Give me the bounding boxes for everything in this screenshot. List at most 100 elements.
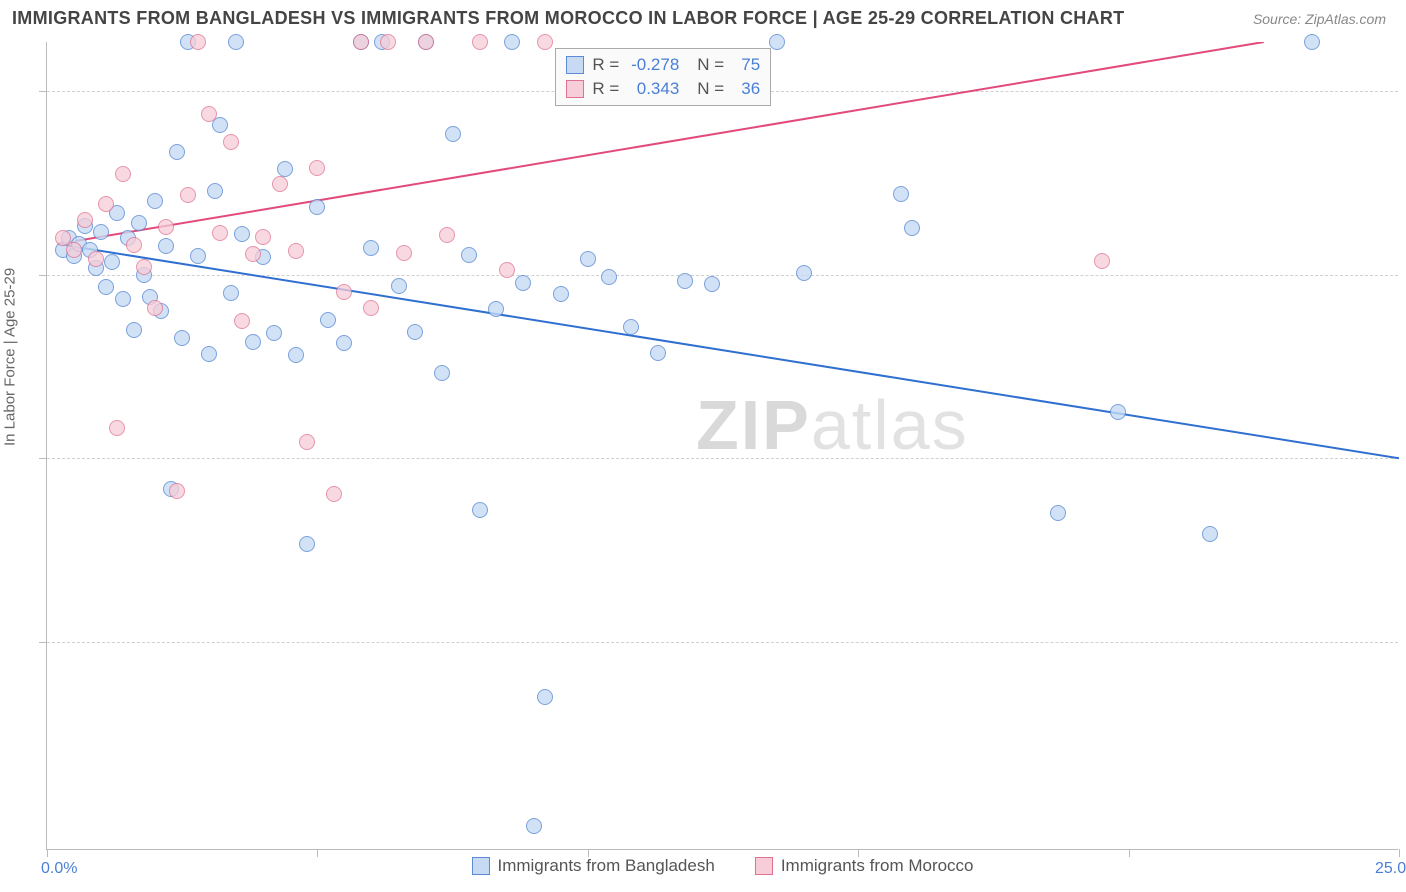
trend-line: [58, 244, 1399, 458]
data-point: [353, 34, 369, 50]
y-tick: [39, 275, 47, 276]
data-point: [288, 347, 304, 363]
data-point: [104, 254, 120, 270]
x-tick: [1129, 849, 1130, 857]
data-point: [234, 313, 250, 329]
data-point: [115, 166, 131, 182]
data-point: [893, 186, 909, 202]
data-point: [623, 319, 639, 335]
plot-area: 55.0%70.0%85.0%100.0%0.0%25.0%ZIPatlasR …: [46, 42, 1398, 850]
data-point: [580, 251, 596, 267]
data-point: [601, 269, 617, 285]
data-point: [1050, 505, 1066, 521]
legend-label: Immigrants from Morocco: [781, 856, 974, 876]
data-point: [201, 106, 217, 122]
legend-swatch: [566, 80, 584, 98]
data-point: [266, 325, 282, 341]
data-point: [650, 345, 666, 361]
data-point: [201, 346, 217, 362]
data-point: [228, 34, 244, 50]
y-tick: [39, 91, 47, 92]
legend-label: Immigrants from Bangladesh: [497, 856, 714, 876]
stats-row: R =-0.278N =75: [566, 53, 760, 77]
stats-legend: R =-0.278N =75R =0.343N =36: [555, 48, 771, 106]
data-point: [126, 322, 142, 338]
data-point: [212, 225, 228, 241]
data-point: [309, 160, 325, 176]
y-tick: [39, 642, 47, 643]
data-point: [418, 34, 434, 50]
source-label: Source: ZipAtlas.com: [1253, 11, 1386, 27]
legend-item: Immigrants from Bangladesh: [471, 856, 714, 876]
data-point: [769, 34, 785, 50]
data-point: [169, 144, 185, 160]
data-point: [234, 226, 250, 242]
data-point: [88, 251, 104, 267]
stats-n-value: 36: [732, 79, 760, 99]
data-point: [277, 161, 293, 177]
data-point: [537, 34, 553, 50]
data-point: [147, 193, 163, 209]
data-point: [677, 273, 693, 289]
data-point: [1304, 34, 1320, 50]
stats-row: R =0.343N =36: [566, 77, 760, 101]
data-point: [488, 301, 504, 317]
data-point: [391, 278, 407, 294]
data-point: [190, 248, 206, 264]
data-point: [109, 420, 125, 436]
stats-r-value: 0.343: [627, 79, 679, 99]
data-point: [439, 227, 455, 243]
legend-swatch: [755, 857, 773, 875]
data-point: [336, 335, 352, 351]
data-point: [796, 265, 812, 281]
data-point: [98, 196, 114, 212]
data-point: [131, 215, 147, 231]
y-axis-label: In Labor Force | Age 25-29: [2, 268, 19, 446]
stats-n-label: N =: [697, 79, 724, 99]
stats-n-label: N =: [697, 55, 724, 75]
data-point: [255, 229, 271, 245]
data-point: [336, 284, 352, 300]
data-point: [158, 238, 174, 254]
data-point: [158, 219, 174, 235]
data-point: [147, 300, 163, 316]
data-point: [169, 483, 185, 499]
data-point: [207, 183, 223, 199]
data-point: [309, 199, 325, 215]
data-point: [245, 334, 261, 350]
data-point: [499, 262, 515, 278]
data-point: [461, 247, 477, 263]
legend-swatch: [566, 56, 584, 74]
data-point: [526, 818, 542, 834]
data-point: [363, 240, 379, 256]
data-point: [245, 246, 261, 262]
data-point: [472, 502, 488, 518]
data-point: [1110, 404, 1126, 420]
data-point: [1202, 526, 1218, 542]
data-point: [396, 245, 412, 261]
data-point: [66, 242, 82, 258]
data-point: [272, 176, 288, 192]
series-legend: Immigrants from Bangladesh Immigrants fro…: [471, 856, 973, 876]
chart-title: IMMIGRANTS FROM BANGLADESH VS IMMIGRANTS…: [12, 8, 1124, 29]
data-point: [299, 536, 315, 552]
data-point: [326, 486, 342, 502]
x-tick: [1399, 849, 1400, 857]
x-tick: [317, 849, 318, 857]
data-point: [190, 34, 206, 50]
data-point: [445, 126, 461, 142]
data-point: [77, 212, 93, 228]
x-tick-label: 25.0%: [1375, 860, 1406, 878]
data-point: [299, 434, 315, 450]
x-tick-label: 0.0%: [41, 860, 77, 878]
legend-item: Immigrants from Morocco: [755, 856, 974, 876]
data-point: [115, 291, 131, 307]
data-point: [98, 279, 114, 295]
data-point: [407, 324, 423, 340]
stats-r-value: -0.278: [627, 55, 679, 75]
data-point: [126, 237, 142, 253]
data-point: [288, 243, 304, 259]
data-point: [704, 276, 720, 292]
stats-r-label: R =: [592, 55, 619, 75]
legend-swatch: [471, 857, 489, 875]
